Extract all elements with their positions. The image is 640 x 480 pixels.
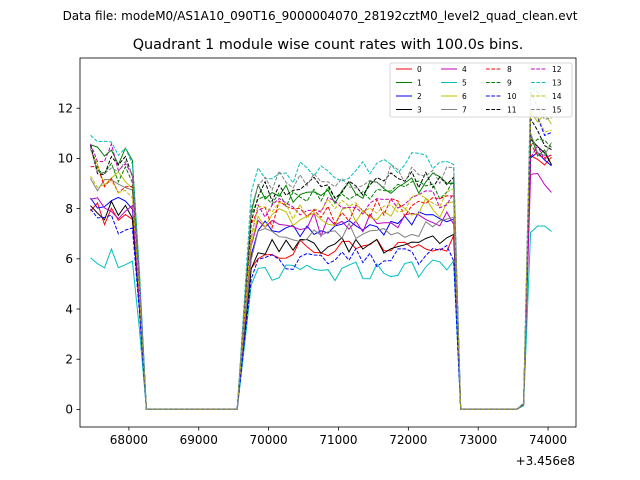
legend-label: 8 [507,65,512,74]
chart-title: Quadrant 1 module wise count rates with … [133,37,524,53]
series-layer [90,86,552,410]
y-tick-label: 8 [65,202,73,216]
legend-label: 0 [417,65,422,74]
legend-label: 5 [462,78,467,87]
legend-label: 12 [552,65,562,74]
legend-label: 11 [507,105,517,114]
x-tick-label: 74000 [529,433,567,447]
x-tick-label: 72000 [389,433,427,447]
axes-frame [79,57,577,428]
x-tick-label: 69000 [180,433,218,447]
legend-label: 3 [417,105,422,114]
legend-label: 6 [462,92,467,101]
x-tick-label: 70000 [250,433,288,447]
chart-suptitle: Data file: modeM0/AS1A10_090T16_90000040… [63,9,578,23]
x-offset-text: +3.456e8 [516,454,575,468]
x-tick-label: 73000 [459,433,497,447]
y-axis: 0 2 4 6 8 10 12 [58,102,80,417]
y-tick-label: 0 [65,403,73,417]
legend-label: 7 [462,105,467,114]
series-line-15 [90,90,552,410]
legend-label: 10 [507,92,517,101]
legend-label: 1 [417,78,422,87]
plot-area [80,58,576,427]
legend-label: 2 [417,92,422,101]
x-tick-label: 68000 [110,433,148,447]
legend-label: 9 [507,78,512,87]
legend-label: 4 [462,65,467,74]
legend-label: 13 [552,78,562,87]
legend-label: 14 [552,92,562,101]
legend-box [389,62,573,118]
y-tick-label: 2 [65,353,73,367]
y-tick-label: 12 [58,102,73,116]
y-tick-label: 4 [65,302,73,316]
y-tick-label: 10 [58,152,73,166]
x-axis: 68000 69000 70000 71000 72000 73000 74000 [110,427,567,447]
x-tick-label: 71000 [319,433,357,447]
y-tick-label: 6 [65,252,73,266]
legend-label: 15 [552,105,562,114]
